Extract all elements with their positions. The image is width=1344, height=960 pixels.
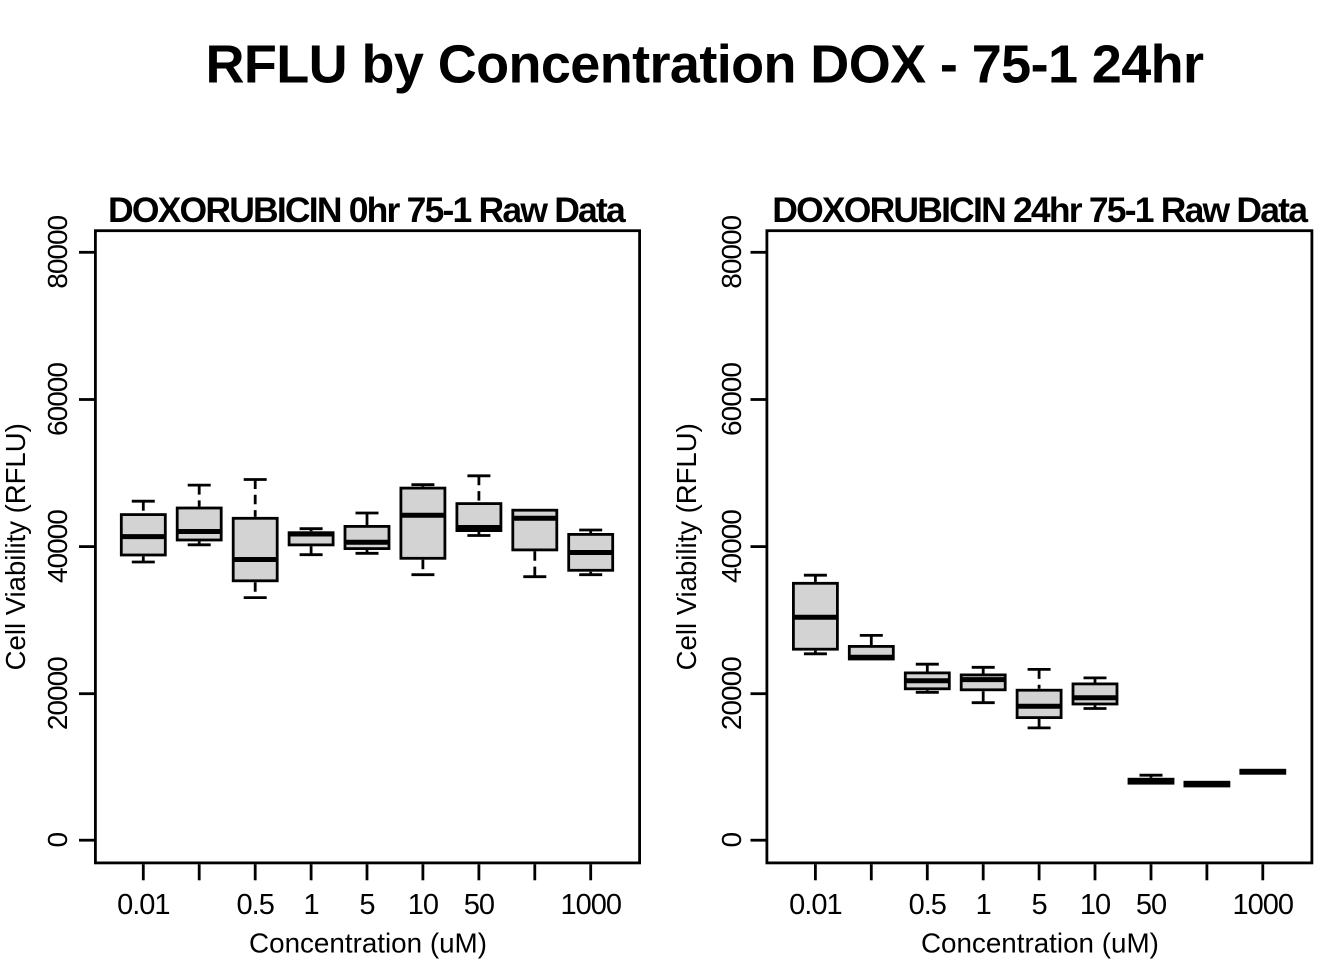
svg-text:1000: 1000 (1233, 889, 1294, 921)
svg-text:10: 10 (1080, 889, 1110, 921)
svg-text:5: 5 (1032, 889, 1047, 921)
svg-text:0.5: 0.5 (909, 889, 946, 921)
svg-text:Cell Viability (RFLU): Cell Viability (RFLU) (0, 423, 31, 670)
svg-text:0.5: 0.5 (237, 889, 274, 921)
svg-text:1: 1 (976, 889, 991, 921)
svg-text:60000: 60000 (716, 363, 747, 436)
svg-text:0.01: 0.01 (117, 889, 169, 921)
svg-text:1000: 1000 (560, 889, 621, 921)
svg-text:80000: 80000 (42, 215, 73, 288)
svg-text:DOXORUBICIN 0hr 75-1 Raw Data: DOXORUBICIN 0hr 75-1 Raw Data (108, 190, 626, 230)
svg-text:50: 50 (1136, 889, 1166, 921)
svg-text:Concentration (uM): Concentration (uM) (249, 928, 487, 959)
svg-text:Concentration (uM): Concentration (uM) (921, 928, 1159, 959)
svg-text:RFLU by Concentration DOX - 75: RFLU by Concentration DOX - 75-1 24hr (206, 35, 1205, 95)
svg-text:5: 5 (359, 889, 374, 921)
svg-text:10: 10 (408, 889, 438, 921)
svg-text:60000: 60000 (42, 363, 73, 436)
svg-text:40000: 40000 (42, 510, 73, 583)
svg-text:1: 1 (304, 889, 319, 921)
svg-text:50: 50 (464, 889, 494, 921)
svg-text:20000: 20000 (716, 657, 747, 730)
svg-text:0: 0 (42, 832, 73, 847)
svg-text:DOXORUBICIN 24hr 75-1 Raw Data: DOXORUBICIN 24hr 75-1 Raw Data (772, 190, 1308, 230)
svg-text:0.01: 0.01 (789, 889, 841, 921)
svg-text:40000: 40000 (716, 510, 747, 583)
svg-text:20000: 20000 (42, 657, 73, 730)
svg-text:0: 0 (716, 832, 747, 847)
svg-text:Cell Viability (RFLU): Cell Viability (RFLU) (671, 423, 702, 670)
svg-text:80000: 80000 (716, 215, 747, 288)
